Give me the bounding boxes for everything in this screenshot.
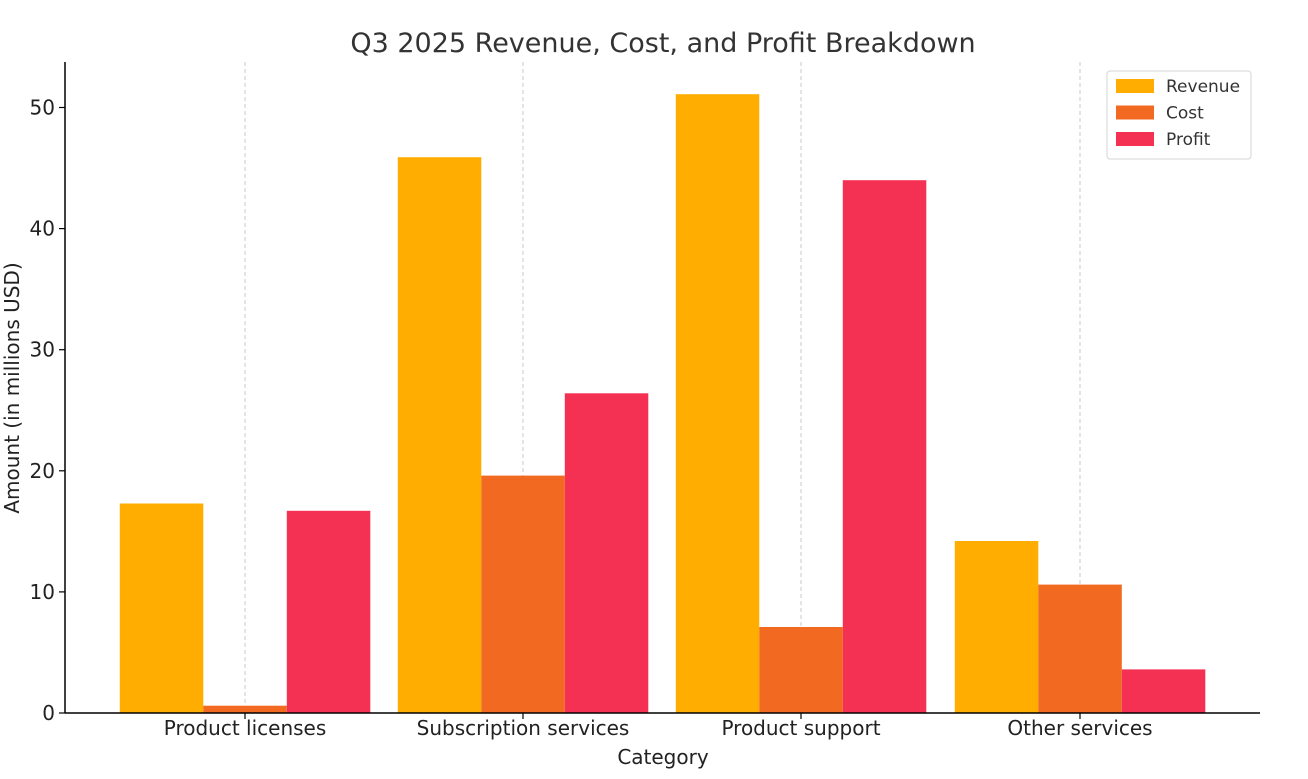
bar-revenue-3	[954, 541, 1039, 713]
x-tick-label: Product support	[721, 716, 880, 740]
legend-swatch-profit	[1116, 132, 1154, 146]
bar-revenue-0	[119, 503, 204, 713]
legend-swatch-cost	[1116, 105, 1154, 120]
chart-title: Q3 2025 Revenue, Cost, and Profit Breakd…	[350, 28, 975, 59]
x-tick-label: Other services	[1007, 716, 1152, 740]
legend-swatch-revenue	[1116, 79, 1154, 93]
y-tick-label: 0	[42, 701, 55, 725]
legend-label-profit: Profit	[1166, 130, 1211, 150]
y-tick-label: 20	[30, 459, 55, 483]
legend: Revenue Cost Profit	[1106, 70, 1252, 160]
legend-label-cost: Cost	[1166, 104, 1204, 124]
legend-label-revenue: Revenue	[1166, 77, 1240, 97]
bar-cost-1	[481, 475, 565, 713]
bar-profit-3	[1121, 669, 1206, 713]
bar-profit-1	[564, 393, 649, 713]
y-tick-label: 30	[30, 338, 55, 362]
x-tick-label: Product licenses	[164, 716, 327, 740]
bar-revenue-1	[397, 157, 482, 713]
bar-cost-2	[759, 627, 843, 713]
bar-profit-0	[286, 510, 371, 713]
bar-revenue-2	[675, 94, 760, 713]
bars-layer	[119, 94, 1206, 713]
axes-layer	[64, 62, 1260, 714]
x-tick-label: Subscription services	[417, 716, 630, 740]
bar-cost-0	[203, 705, 287, 713]
y-tick-label: 40	[30, 217, 55, 241]
x-axis-label: Category	[617, 745, 709, 769]
y-axis-label: Amount (in millions USD)	[0, 262, 24, 513]
bar-cost-3	[1038, 584, 1122, 713]
y-ticks: 0 10 20 30 40 50	[30, 96, 65, 725]
bar-profit-2	[842, 180, 927, 713]
x-ticks: Product licenses Subscription services Pro…	[164, 713, 1153, 740]
y-tick-label: 10	[30, 580, 55, 604]
y-tick-label: 50	[30, 96, 55, 120]
